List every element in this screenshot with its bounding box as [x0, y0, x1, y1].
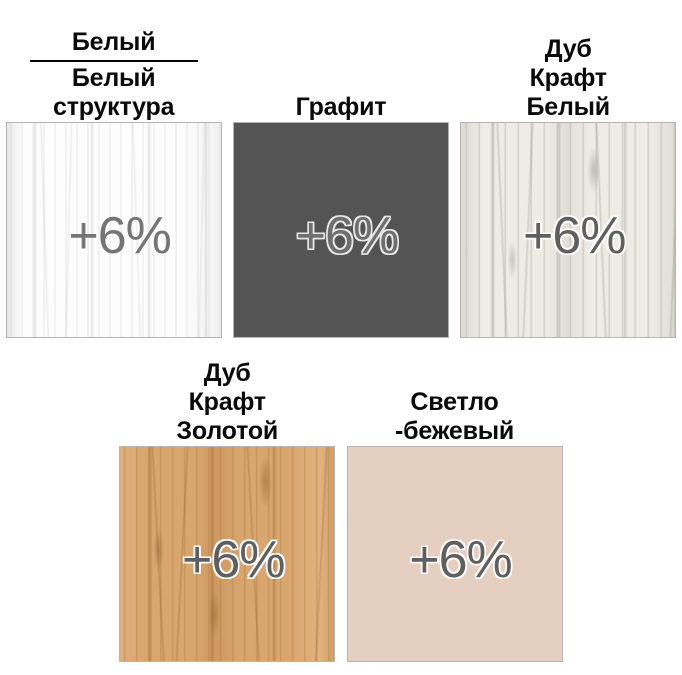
- swatch-white-structure[interactable]: Белый Белый структура +6%: [0, 0, 227, 338]
- row-spacer-left: [0, 350, 114, 662]
- swatch-title-line-1: Светло: [410, 388, 499, 416]
- surcharge-badge: +6%: [522, 207, 627, 265]
- swatch-title-line-2: Белый: [71, 64, 156, 92]
- surcharge-badge: +6%: [295, 207, 400, 265]
- solid-color-fill: [233, 123, 448, 337]
- swatch-title-line-2: Крафт: [188, 388, 266, 416]
- swatch-title-line-1: Белый: [71, 28, 156, 56]
- swatch-light-beige[interactable]: Светло -бежевый +6%: [341, 350, 568, 662]
- row-spacer-right: [568, 350, 682, 662]
- swatch-caption: Дуб Крафт Белый: [455, 26, 682, 122]
- swatch-caption: Белый Белый структура: [0, 26, 227, 122]
- swatch-title-line-1: Дуб: [544, 35, 592, 63]
- swatch-tile[interactable]: +6%: [119, 446, 336, 662]
- swatch-title-line-2: Крафт: [529, 64, 607, 92]
- surcharge-badge: +6%: [409, 531, 513, 589]
- swatch-tile[interactable]: +6%: [5, 122, 222, 338]
- wood-texture: [6, 123, 221, 337]
- caption-divider: [29, 60, 198, 62]
- wood-texture: [461, 123, 676, 337]
- swatch-title-line-3: структура: [52, 93, 175, 121]
- swatch-row-2: Дуб Крафт Золотой +6% Светло -бежевый +6…: [0, 338, 682, 662]
- swatch-caption: Дуб Крафт Золотой: [114, 350, 341, 446]
- swatch-tile[interactable]: +6%: [460, 122, 677, 338]
- swatch-row-1: Белый Белый структура +6% Графит +6%: [0, 0, 682, 338]
- swatch-title-line-3: Золотой: [176, 417, 279, 445]
- swatch-oak-craft-golden[interactable]: Дуб Крафт Золотой +6%: [114, 350, 341, 662]
- swatch-title-line-3: Белый: [526, 93, 611, 121]
- wood-texture: [120, 447, 335, 661]
- surcharge-badge: +6%: [68, 207, 172, 265]
- swatch-caption: Светло -бежевый: [341, 350, 568, 446]
- swatch-graphite[interactable]: Графит +6%: [227, 0, 454, 338]
- swatch-title-line-2: -бежевый: [394, 417, 515, 445]
- swatch-title-line-1: Графит: [295, 93, 387, 121]
- swatch-tile[interactable]: +6%: [346, 446, 563, 662]
- surcharge-badge: +6%: [181, 531, 286, 589]
- swatch-title-line-1: Дуб: [203, 359, 251, 387]
- solid-color-fill: [347, 447, 562, 661]
- swatch-oak-craft-white[interactable]: Дуб Крафт Белый +6%: [455, 0, 682, 338]
- swatch-tile[interactable]: +6%: [232, 122, 449, 338]
- swatch-caption: Графит: [227, 26, 454, 122]
